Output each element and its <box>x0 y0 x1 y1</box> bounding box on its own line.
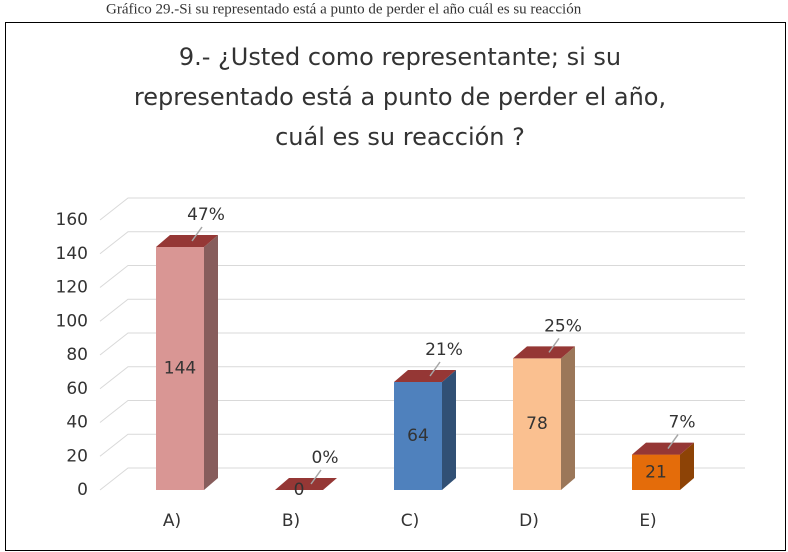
y-tick-label: 80 <box>66 345 88 365</box>
bar <box>394 382 442 490</box>
x-tick-label: B) <box>282 511 300 531</box>
y-tick-label: 60 <box>66 379 88 399</box>
value-label: 64 <box>407 426 429 446</box>
bar <box>632 454 680 490</box>
percent-label: 7% <box>669 413 696 433</box>
bar-side <box>561 346 575 490</box>
leader-line <box>191 226 203 242</box>
percent-label: 0% <box>312 448 339 468</box>
title-line: 9.- ¿Usted como representante; si su <box>179 43 621 71</box>
grid-line <box>99 197 745 221</box>
y-tick-label: 160 <box>56 210 88 230</box>
y-tick-label: 100 <box>56 311 88 331</box>
bar-top <box>632 442 694 455</box>
bar-side <box>204 235 218 490</box>
grid-line <box>99 231 745 255</box>
x-tick-label: C) <box>401 511 420 531</box>
grid-line <box>99 332 745 356</box>
grid-line <box>99 298 745 322</box>
leader-line <box>429 361 441 377</box>
bar-top <box>394 370 456 382</box>
x-tick-label: D) <box>519 511 539 531</box>
grid-line <box>99 265 745 288</box>
chart-title: 9.- ¿Usted como representante; si su rep… <box>134 43 666 151</box>
bar-top <box>275 478 337 490</box>
y-tick-label: 40 <box>66 413 88 433</box>
title-line: cuál es su reacción ? <box>275 123 525 151</box>
y-tick-label: 120 <box>56 278 88 298</box>
bar-top <box>513 346 575 359</box>
bar <box>156 247 204 490</box>
y-tick-label: 0 <box>77 480 88 500</box>
percent-label: 25% <box>544 316 582 336</box>
value-label: 0 <box>294 480 305 500</box>
y-tick-label: 140 <box>56 244 88 264</box>
x-tick-label: E) <box>639 511 656 531</box>
bar-side <box>442 370 456 490</box>
caption: Gráfico 29.-Si su representado está a pu… <box>106 1 582 17</box>
leader-line <box>310 469 322 485</box>
percent-label: 47% <box>187 205 225 225</box>
x-tick-label: A) <box>163 511 181 531</box>
bar-top <box>156 235 218 247</box>
leader-line <box>667 434 679 449</box>
value-label: 144 <box>164 359 196 379</box>
value-label: 21 <box>645 462 667 482</box>
bar-side <box>680 442 694 490</box>
percent-label: 21% <box>425 340 463 360</box>
bar <box>513 358 561 490</box>
y-tick-label: 20 <box>66 446 88 466</box>
title-line: representado está a punto de perder el a… <box>134 83 666 111</box>
leader-line <box>548 337 560 353</box>
value-label: 78 <box>526 414 548 434</box>
